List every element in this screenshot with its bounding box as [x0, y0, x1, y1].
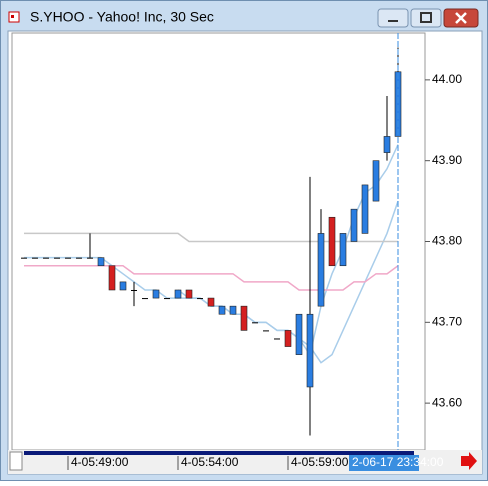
- indicator-line: [24, 264, 399, 291]
- candle-body: [32, 257, 38, 259]
- maximize-button[interactable]: [410, 8, 442, 28]
- candle-body: [317, 233, 325, 307]
- candle-body: [306, 313, 314, 388]
- candle-body: [295, 313, 303, 355]
- candle-body: [174, 289, 182, 299]
- candle-body: [108, 265, 116, 291]
- x-tick-label: 4-05:54:00: [181, 455, 239, 469]
- candle-body: [152, 289, 160, 299]
- y-tick-label: 43.60: [432, 395, 462, 409]
- cursor-label-bg: [349, 455, 419, 471]
- candle-body: [252, 322, 258, 324]
- scroll-track[interactable]: [24, 451, 414, 455]
- candle-body: [164, 298, 170, 300]
- candle-body: [350, 208, 358, 242]
- candle-body: [240, 305, 248, 331]
- cursor-label: 2-06-17 23:34:00: [352, 455, 444, 469]
- candle-body: [328, 216, 336, 267]
- candle-body: [142, 298, 148, 300]
- indicator-line: [24, 232, 398, 243]
- y-tick-label: 43.80: [432, 234, 462, 248]
- y-tick-label: 44.00: [432, 72, 462, 86]
- candle-body: [207, 297, 215, 307]
- candle-body: [131, 289, 137, 291]
- y-tick-label: 43.90: [432, 153, 462, 167]
- candle-body: [65, 257, 71, 259]
- candle-body: [185, 289, 193, 299]
- window-title: S.YHOO - Yahoo! Inc, 30 Sec: [30, 9, 214, 25]
- candle-body: [394, 71, 402, 137]
- candle-body: [263, 330, 269, 332]
- candle-body: [119, 281, 127, 291]
- candle-body: [284, 330, 292, 347]
- x-tick-label: 4-05:59:00: [291, 455, 349, 469]
- candle-body: [229, 305, 237, 315]
- candle-body: [274, 338, 280, 340]
- close-icon: [455, 12, 467, 24]
- scroll-box[interactable]: [9, 451, 23, 471]
- scroll-right-arrow[interactable]: [461, 452, 477, 470]
- candle-body: [76, 257, 82, 259]
- y-tick-label: 43.70: [432, 314, 462, 328]
- minimize-button[interactable]: [377, 8, 409, 28]
- candle-body: [97, 257, 105, 267]
- candle-body: [43, 257, 49, 259]
- candle-body: [218, 305, 226, 315]
- candle-body: [361, 184, 369, 234]
- candle-body: [383, 136, 391, 153]
- x-tick-label: 4-05:49:00: [71, 455, 129, 469]
- candle-body: [197, 298, 203, 300]
- app-icon-mark: [11, 15, 14, 18]
- candle-body: [372, 160, 380, 202]
- candle-body: [339, 233, 347, 267]
- candle-body: [87, 257, 93, 259]
- candle-body: [54, 257, 60, 259]
- candle-body: [21, 257, 27, 259]
- maximize-icon: [420, 12, 432, 23]
